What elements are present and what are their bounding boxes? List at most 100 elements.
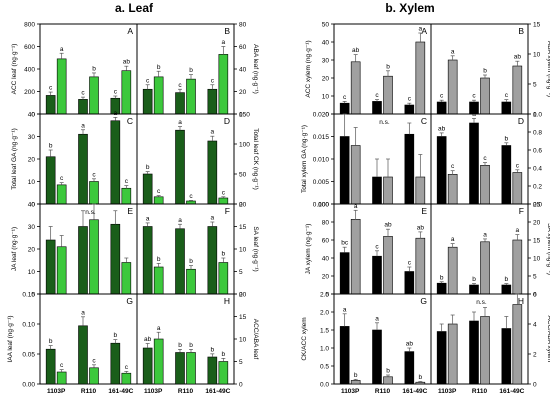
x-tick-label: 161-49C [402,388,427,395]
y-axis-label: SA leaf (ng·g⁻¹) [252,226,259,271]
bar [45,239,56,295]
y-tick-label: 10 [533,256,541,263]
y-tick-label: 150 [239,112,250,119]
y-tick-label: 20 [322,274,330,281]
y-tick-label: 800 [24,22,35,29]
bar [175,228,185,295]
y-tick-label: 20 [239,292,247,299]
y-tick-label: 0.05 [22,352,35,359]
y-tick-label: 20 [322,76,330,83]
y-tick-label: 100 [239,142,250,149]
significance-label: c [516,162,520,169]
chart-leaf-c: 0 10 20 30 40 Total leaf GA (ng·g⁻¹) Cb c a c a c [11,110,138,209]
bar [153,338,164,385]
bar [175,92,185,115]
significance-label: a [222,39,226,46]
panel-letter: F [519,206,524,216]
bar [436,101,447,115]
significance-label: c [472,93,476,100]
y-tick-label: 5 [239,359,243,366]
y-tick-label: 20 [239,202,247,209]
bar [121,262,132,295]
bar [142,88,153,115]
y-tick-label: 200 [24,89,35,96]
x-tick-label: 161-49C [205,388,230,395]
significance-label: ab [352,47,360,54]
chart-xylem-b: 0 5 10 15 ABA xylem (ng·g⁻¹) Bc a c b c ab [430,22,550,119]
y-tick-label: 5 [533,82,537,89]
y-axis-label: IAA leaf (ng·g⁻¹) [7,315,14,362]
ns-label: n.s. [476,299,487,306]
y-tick-label: 0 [239,112,243,119]
y-tick-label: 0.010 [313,157,330,164]
x-tick-label: 161-49C [499,388,524,395]
bar [350,61,361,115]
y-tick-label: 30 [322,58,330,65]
significance-label: b [419,374,423,381]
significance-label: c [222,189,226,196]
bar [372,329,382,385]
ns-label: n.s. [85,209,96,216]
y-tick-label: 0.0 [533,202,542,209]
bar [78,325,88,385]
panel-letter: D [224,116,230,126]
chart-leaf-a: 0 200 400 600 800 ACC leaf (ng·g⁻¹) Ac a c b c ab [11,22,138,119]
y-tick-label: 400 [24,67,35,74]
bar [350,219,361,295]
panel-letter: A [421,26,427,36]
bar [121,70,132,115]
bar [89,181,99,205]
bar [480,165,490,205]
panel-letter: D [518,116,524,126]
significance-label: b [178,342,182,349]
bar [512,172,523,205]
y-axis-label: CK/ACC xylem [301,317,308,360]
bar [110,342,121,385]
y-tick-label: 2.5 [320,292,329,299]
chart-xylem-g: 0.00.51.01.52.02.5CK/ACC xylemGab1103Pab… [301,292,432,395]
significance-label: a [375,315,379,322]
y-tick-label: 40 [239,67,247,74]
significance-label: c [505,92,509,99]
chart-xylem-c: 0.000 0.005 0.010 0.015 0.020 Total xylem GA … [301,112,432,209]
bar [56,184,67,205]
y-tick-label: 15 [239,224,247,231]
bar [207,88,218,115]
significance-label: ab [417,224,425,231]
significance-label: b [440,274,444,281]
bar [436,136,447,205]
significance-label: b [472,276,476,283]
significance-label: a [60,46,64,53]
y-tick-label: 0.000 [313,202,330,209]
bar [56,371,67,385]
significance-label: ab [514,54,522,61]
y-tick-label: 0.2 [533,184,542,191]
y-tick-label: 4 [533,322,537,329]
y-tick-label: 25 [533,202,541,209]
panel-title-leaf: a. Leaf [115,1,154,15]
bar [153,266,164,295]
bar [372,176,382,205]
y-axis-label: ACC/ABA leaf [252,319,259,360]
bar [89,367,99,385]
bar [207,140,218,205]
bar [186,78,196,115]
chart-xylem-a: 0 10 20 30 40 50 ACC xylem (ng·g⁻¹) Ac ab c b c a [305,22,432,119]
x-tick-label: 1103P [47,388,66,395]
y-tick-label: 80 [239,22,247,29]
significance-label: a [419,26,423,33]
y-axis-label: JA xylem (ng·g⁻¹) [305,224,312,275]
x-tick-label: R110 [375,388,391,395]
significance-label: ab [123,59,131,66]
significance-label: b [92,65,96,72]
bar [436,282,447,295]
bar [512,65,523,115]
bar [469,284,479,295]
bar [447,246,458,295]
bar [447,323,458,385]
bar [339,326,350,385]
bar [218,54,229,115]
y-tick-label: 20 [533,220,541,227]
